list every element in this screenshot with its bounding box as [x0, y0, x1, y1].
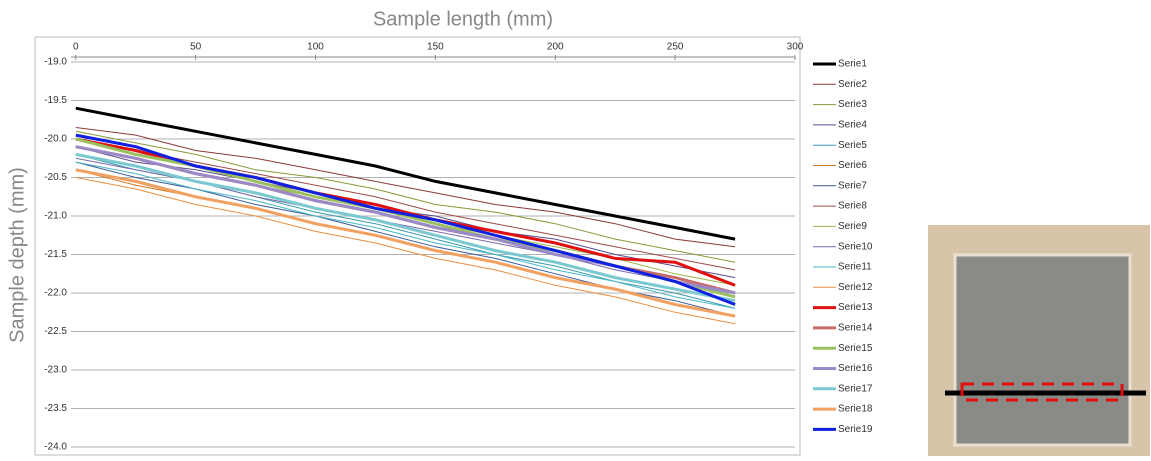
plot-frame [34, 36, 801, 456]
legend-label: Serie1 [838, 59, 867, 70]
legend-label: Serie14 [838, 323, 873, 334]
legend-label: Serie9 [838, 221, 867, 232]
legend-label: Serie15 [838, 343, 873, 354]
series-line [75, 106, 736, 241]
y-tick-label: -20.5 [44, 172, 67, 183]
legend-label: Serie2 [838, 79, 867, 90]
y-tick-label: -19.0 [44, 57, 67, 68]
legend-label: Serie16 [838, 363, 873, 374]
series-line [75, 168, 736, 318]
series-line [75, 138, 736, 271]
y-tick-label: -20.0 [44, 134, 67, 145]
x-tick-label: 100 [307, 42, 324, 53]
legend-label: Serie12 [838, 282, 873, 293]
legend-label: Serie18 [838, 404, 873, 415]
photo [928, 225, 1150, 456]
x-tick-label: 0 [73, 42, 79, 53]
photo-sample [953, 253, 1132, 447]
y-axis-label: Sample depth (mm) [6, 167, 28, 343]
x-tick-label: 50 [190, 42, 202, 53]
series-line [75, 161, 736, 309]
legend-label: Serie7 [838, 180, 867, 191]
legend-label: Serie10 [838, 241, 873, 252]
legend-label: Serie5 [838, 140, 867, 151]
x-tick-label: 250 [667, 42, 684, 53]
x-tick-label: 150 [427, 42, 444, 53]
series-line [75, 137, 736, 299]
y-tick-label: -23.0 [44, 365, 67, 376]
y-tick-label: -19.5 [44, 95, 67, 106]
y-tick-label: -22.5 [44, 326, 67, 337]
series-line [75, 133, 736, 306]
y-tick-label: -22.0 [44, 288, 67, 299]
legend-label: Serie11 [838, 262, 872, 273]
series-line [75, 152, 736, 303]
series-line [75, 177, 736, 325]
legend-label: Serie4 [838, 120, 867, 131]
y-tick-label: -21.0 [44, 211, 67, 222]
series-line [75, 130, 736, 263]
y-tick-label: -21.5 [44, 249, 67, 260]
photo-dashed-box [960, 382, 1124, 402]
legend-label: Serie13 [838, 302, 873, 313]
legend-label: Serie8 [838, 201, 867, 212]
y-tick-label: -23.5 [44, 403, 67, 414]
series-line [75, 127, 736, 248]
legend-label: Serie3 [838, 99, 867, 110]
legend-label: Serie6 [838, 160, 867, 171]
legend-label: Serie17 [838, 383, 873, 394]
x-tick-label: 200 [547, 42, 564, 53]
legend-label: Serie19 [838, 424, 873, 435]
chart-title: Sample length (mm) [373, 8, 553, 30]
y-tick-label: -24.0 [44, 442, 67, 453]
x-tick-label: 300 [787, 42, 804, 53]
